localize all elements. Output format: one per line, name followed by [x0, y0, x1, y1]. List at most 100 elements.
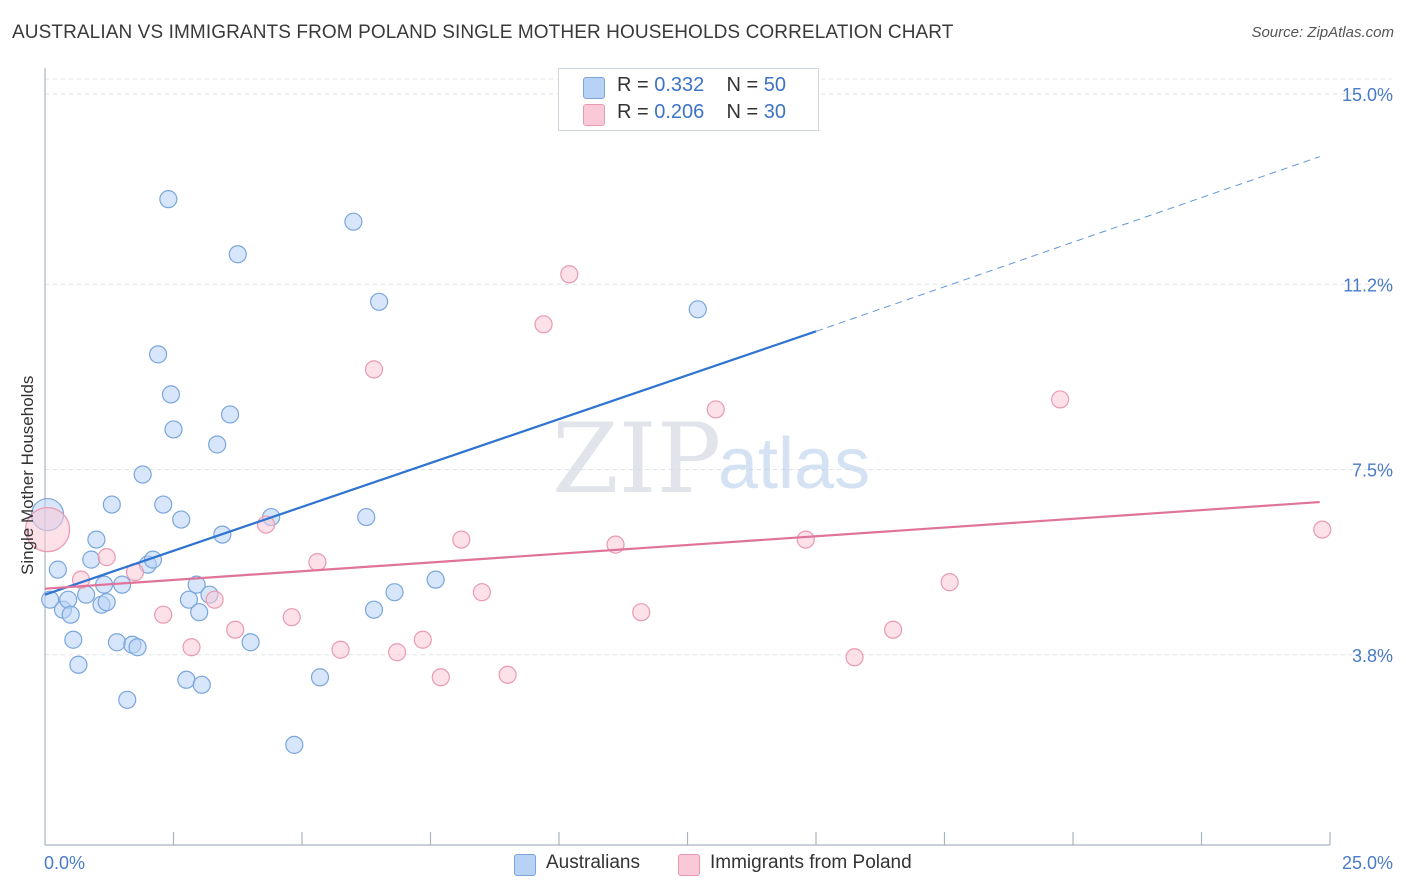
australians-point: [148, 345, 168, 364]
y-axis-label: Single Mother Households: [18, 375, 37, 575]
y-tick-label: 7.5%: [1352, 461, 1393, 481]
australians-point: [310, 668, 330, 687]
gridlines: [45, 78, 1392, 656]
australians-point: [688, 300, 707, 319]
bottom-legend-swatch-blue: [514, 854, 536, 876]
poland-point: [24, 506, 71, 553]
poland-point: [560, 265, 579, 284]
legend-swatch-blue: [583, 77, 605, 99]
y-tick-label: 3.8%: [1352, 646, 1393, 666]
poland-point: [1051, 390, 1070, 409]
poland-point: [226, 620, 245, 639]
australians-points: [30, 190, 707, 754]
chart-title: AUSTRALIAN VS IMMIGRANTS FROM POLAND SIN…: [12, 22, 954, 43]
australians-point: [426, 570, 445, 589]
watermark-zip: ZIP: [552, 403, 721, 515]
australians-point: [133, 465, 152, 484]
australians-point: [77, 585, 96, 604]
legend-r-label: R =: [617, 101, 649, 123]
australians-point: [190, 603, 209, 622]
australians-point: [172, 510, 191, 529]
australians-point: [285, 735, 304, 754]
australians-point: [59, 590, 78, 609]
australians-point: [357, 507, 376, 527]
tick-labels: 3.8% 7.5% 11.2% 15.0% 0.0% 25.0%: [44, 85, 1393, 873]
australians-point: [161, 385, 181, 404]
australians-point: [118, 690, 137, 709]
australians-point: [385, 583, 404, 602]
australians-point: [154, 495, 173, 514]
legend-n-label: N =: [726, 101, 759, 123]
poland-point: [431, 668, 450, 687]
legend-n-label: N =: [726, 74, 759, 96]
australians-point: [48, 560, 67, 579]
australians-point: [344, 212, 363, 231]
australians-trend-line: [44, 330, 817, 596]
bottom-legend-label: Immigrants from Poland: [710, 852, 912, 873]
trend-lines: [44, 156, 1320, 596]
poland-point: [97, 548, 116, 567]
australians-point: [102, 495, 121, 514]
legend-r-label: R =: [617, 74, 649, 96]
legend-r-value: 0.332: [654, 74, 705, 96]
poland-point: [940, 573, 959, 592]
australians-point: [159, 190, 178, 209]
bottom-legend-swatch-pink: [678, 854, 700, 876]
australians-point: [177, 670, 196, 689]
australians-point: [187, 575, 206, 594]
correlation-legend: R = 0.332 N = 50 R = 0.206 N = 30: [558, 68, 819, 131]
australians-point: [192, 675, 211, 694]
australians-point: [69, 655, 88, 674]
poland-point: [883, 620, 903, 639]
legend-n-value: 50: [763, 74, 787, 96]
poland-point: [534, 315, 553, 334]
axes: [44, 68, 1331, 846]
poland-point: [498, 665, 517, 684]
australians-point: [87, 530, 106, 549]
australians-point: [220, 405, 240, 424]
poland-point: [182, 638, 201, 657]
australians-point: [370, 292, 389, 311]
poland-point: [282, 608, 301, 627]
poland-point: [331, 640, 350, 659]
poland-point: [154, 605, 173, 624]
poland-point: [308, 553, 327, 572]
australians-point: [241, 633, 260, 652]
poland-point: [387, 643, 407, 662]
poland-point: [205, 590, 224, 609]
poland-points: [24, 265, 1332, 687]
legend-n-value: 30: [763, 101, 787, 123]
poland-point: [632, 603, 651, 622]
australians-point: [61, 605, 80, 624]
poland-point: [1313, 520, 1332, 539]
poland-point: [845, 648, 864, 667]
legend-r-value: 0.206: [654, 101, 705, 123]
y-tick-label: 15.0%: [1342, 85, 1393, 105]
australians-point: [208, 435, 227, 454]
australians-point: [179, 590, 199, 609]
source-label: Source: ZipAtlas.com: [1251, 24, 1394, 41]
watermark-atlas: atlas: [718, 424, 870, 504]
poland-point: [706, 400, 725, 419]
x-tick-label: 25.0%: [1342, 853, 1393, 873]
australians-point: [164, 420, 183, 439]
australians-point: [82, 550, 101, 569]
y-tick-label: 11.2%: [1343, 275, 1393, 295]
poland-trend-line: [44, 500, 1320, 590]
australians-point: [97, 593, 116, 612]
australians-trend-extension: [815, 156, 1320, 332]
australians-point: [128, 638, 147, 657]
australians-point: [64, 630, 83, 649]
poland-point: [413, 630, 432, 649]
watermark: ZIP atlas: [552, 403, 870, 515]
poland-point: [472, 583, 491, 602]
poland-point: [796, 530, 815, 549]
legend-swatch-pink: [583, 104, 605, 126]
poland-point: [364, 360, 384, 379]
poland-point: [452, 530, 471, 549]
x-tick-label: 0.0%: [44, 853, 85, 873]
bottom-legend-label: Australians: [546, 852, 640, 873]
australians-point: [364, 600, 384, 619]
australians-point: [228, 245, 247, 264]
